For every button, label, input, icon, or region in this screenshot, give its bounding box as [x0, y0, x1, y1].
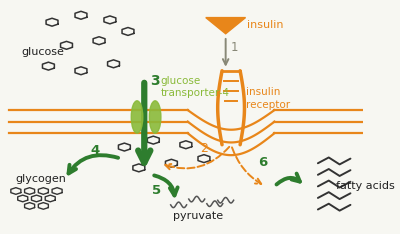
FancyArrowPatch shape: [232, 147, 261, 184]
Ellipse shape: [149, 101, 161, 133]
Text: glycogen: glycogen: [16, 174, 67, 184]
Text: 1: 1: [231, 41, 238, 54]
FancyArrowPatch shape: [165, 147, 229, 169]
Text: insulin: insulin: [247, 19, 284, 29]
FancyArrowPatch shape: [68, 155, 118, 173]
Text: 5: 5: [152, 184, 161, 197]
FancyArrowPatch shape: [276, 174, 300, 184]
Text: 4: 4: [90, 144, 99, 157]
Text: glucose: glucose: [21, 47, 64, 57]
Polygon shape: [206, 18, 246, 34]
Text: 3: 3: [150, 74, 159, 88]
Text: 2: 2: [200, 142, 208, 155]
Text: glucose
transporter-4: glucose transporter-4: [160, 76, 230, 98]
Text: insulin
receptor: insulin receptor: [246, 87, 290, 110]
Ellipse shape: [131, 101, 143, 133]
Text: fatty acids: fatty acids: [336, 181, 395, 191]
Text: pyruvate: pyruvate: [174, 211, 224, 221]
Text: 6: 6: [258, 156, 268, 168]
FancyArrowPatch shape: [154, 176, 178, 195]
